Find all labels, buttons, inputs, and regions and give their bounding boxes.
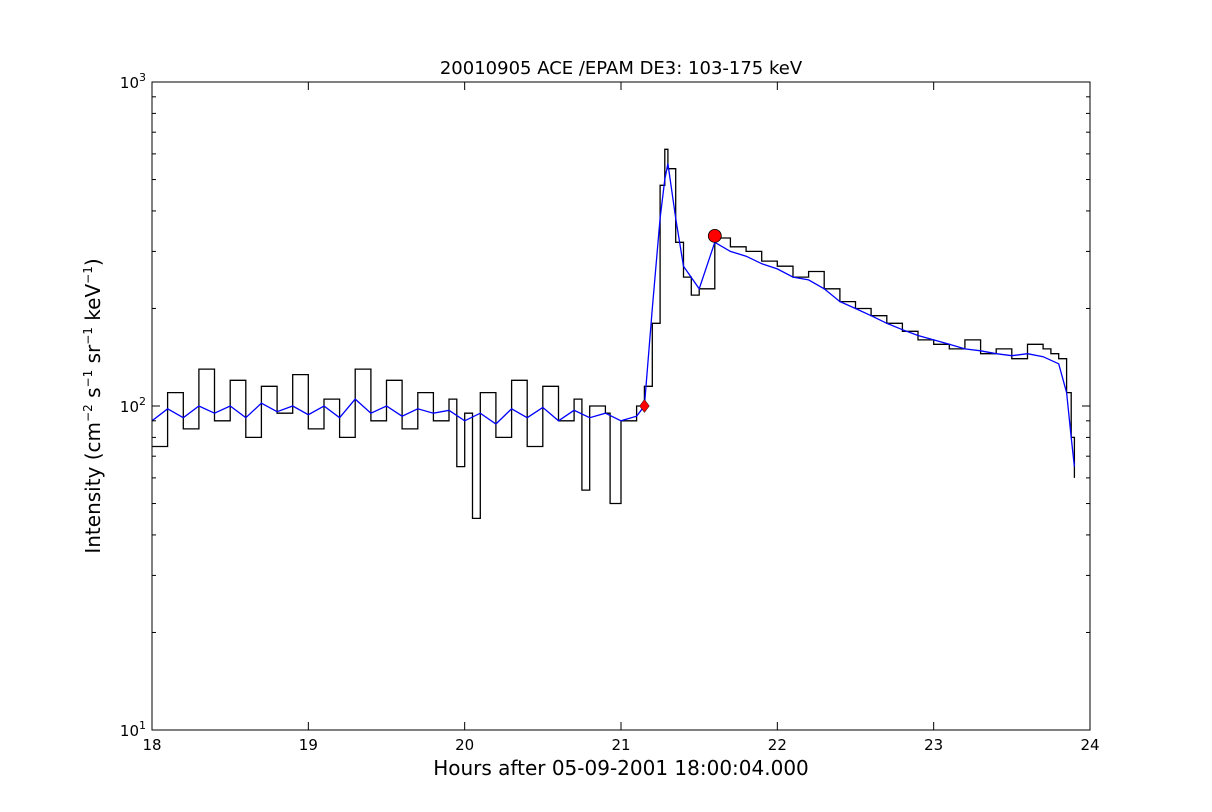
- x-tick-label-3: 21: [611, 736, 630, 754]
- x-tick-label-6: 24: [1080, 736, 1099, 754]
- y-tick-label-0: 101: [120, 719, 146, 740]
- x-tick-label-1: 19: [299, 736, 318, 754]
- series-line-1: [152, 163, 1076, 467]
- y-axis-label: Intensity (cm−2 s−1 sr−1 keV−1): [81, 258, 105, 553]
- plot-area: [151, 81, 1091, 731]
- x-tick-label-5: 23: [924, 736, 943, 754]
- y-tick-label-1: 102: [120, 395, 146, 416]
- x-axis-label: Hours after 05-09-2001 18:00:04.000: [433, 756, 809, 780]
- x-tick-label-0: 18: [142, 736, 161, 754]
- series-line-0: [152, 148, 1076, 520]
- y-tick-label-2: 103: [120, 71, 146, 92]
- diamond-marker-0: [639, 399, 650, 413]
- circle-marker-1: [707, 228, 722, 243]
- x-tick-label-4: 22: [768, 736, 787, 754]
- chart-title: 20010905 ACE /EPAM DE3: 103-175 keV: [440, 58, 803, 79]
- x-tick-label-2: 20: [455, 736, 474, 754]
